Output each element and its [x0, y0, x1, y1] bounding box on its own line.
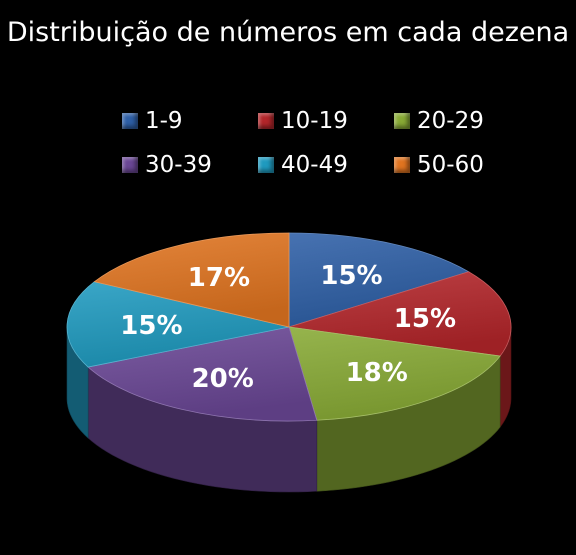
legend-item-3: 20-29 — [394, 104, 524, 138]
pie-slice-30-39 — [87, 326, 318, 422]
legend-swatch-6 — [394, 157, 410, 173]
legend-label-1: 1-9 — [145, 108, 183, 134]
pie-value-labels: 15%15%18%20%15%17% — [120, 261, 456, 394]
legend-item-1: 1-9 — [122, 104, 258, 138]
pie-value-label-20-29: 18% — [346, 358, 408, 388]
legend-swatch-3 — [394, 113, 410, 129]
legend-label-5: 40-49 — [281, 152, 348, 178]
pie-value-label-10-19: 15% — [394, 304, 456, 334]
pie-slice-40-49 — [66, 281, 290, 368]
chart-title: Distribuição de números em cada dezena — [6, 17, 570, 48]
legend-label-2: 10-19 — [281, 108, 348, 134]
legend-label-4: 30-39 — [145, 152, 212, 178]
legend-item-4: 30-39 — [122, 148, 258, 182]
chart-legend: 1-9 10-19 20-29 30-39 40-49 50-60 — [122, 104, 522, 182]
pie-value-label-30-39: 20% — [192, 364, 254, 394]
legend-swatch-5 — [258, 157, 274, 173]
legend-label-3: 20-29 — [417, 108, 484, 134]
legend-item-2: 10-19 — [258, 104, 394, 138]
pie-value-label-50-60: 17% — [188, 263, 250, 293]
pie-slice-10-19 — [288, 271, 512, 357]
pie-slice-20-29 — [288, 326, 501, 421]
legend-swatch-1 — [122, 113, 138, 129]
pie-slices — [66, 232, 512, 422]
pie-slice-1-9 — [288, 232, 470, 328]
legend-label-6: 50-60 — [417, 152, 484, 178]
legend-swatch-4 — [122, 157, 138, 173]
legend-item-6: 50-60 — [394, 148, 524, 182]
legend-swatch-2 — [258, 113, 274, 129]
pie-value-label-40-49: 15% — [120, 311, 182, 341]
pie-value-label-1-9: 15% — [320, 261, 382, 291]
pie-slice-50-60 — [93, 232, 290, 328]
legend-item-5: 40-49 — [258, 148, 394, 182]
